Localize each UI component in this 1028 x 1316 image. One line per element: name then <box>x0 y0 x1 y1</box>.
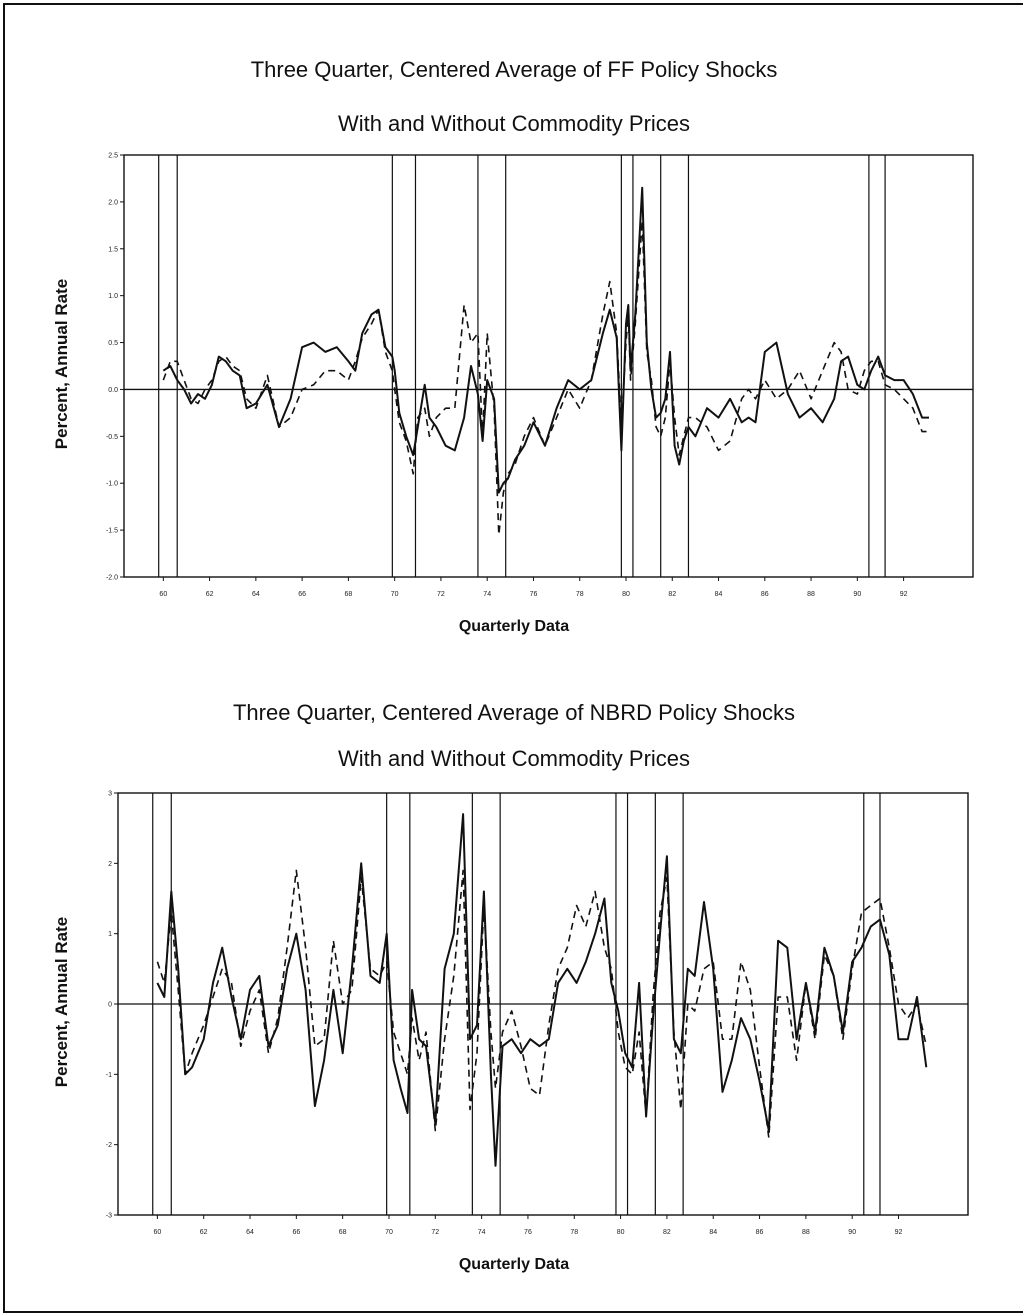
chart-2-xtick-label: 92 <box>895 1229 903 1236</box>
chart-1-plot-frame <box>123 154 974 578</box>
page-border <box>3 3 1023 1313</box>
chart-1-xtick-label: 66 <box>298 591 306 598</box>
chart-1-xtick-label: 74 <box>483 591 491 598</box>
chart-2-xtick-label: 62 <box>200 1229 208 1236</box>
chart-2-xtick-label: 82 <box>663 1229 671 1236</box>
chart-1-xtick-label: 86 <box>761 591 769 598</box>
chart-1-xtick-label: 90 <box>853 591 861 598</box>
chart-1-ytick-label: -1.0 <box>106 481 118 488</box>
chart-1-ytick-label: 2.0 <box>108 199 118 206</box>
chart-1-series-dashed-line <box>162 219 929 536</box>
chart-1-xtick-label: 80 <box>622 591 630 598</box>
chart-2-ytick-label: 3 <box>108 791 112 798</box>
chart-2-ytick-label: -1 <box>106 1072 112 1079</box>
chart-1-xtick-label: 84 <box>715 591 723 598</box>
chart-1-xtick-label: 88 <box>807 591 815 598</box>
chart-1-xlabel: Quarterly Data <box>458 618 570 635</box>
chart-2-xtick-label: 60 <box>153 1229 161 1236</box>
chart-2-title: Three Quarter, Centered Average of NBRD … <box>232 700 796 725</box>
chart-2-ytick-label: -3 <box>106 1213 112 1220</box>
chart-2-ytick-label: -2 <box>106 1142 112 1149</box>
chart-2-subtitle: With and Without Commodity Prices <box>337 746 691 771</box>
chart-2-xtick-label: 70 <box>385 1229 393 1236</box>
chart-2-xtick-label: 86 <box>756 1229 764 1236</box>
chart-2-xtick-label: 64 <box>246 1229 254 1236</box>
chart-2-xtick-label: 72 <box>431 1229 439 1236</box>
chart-1-subtitle: With and Without Commodity Prices <box>337 111 691 136</box>
chart-1-ytick-label: 1.0 <box>108 293 118 300</box>
chart-1-series-solid-line <box>162 186 929 494</box>
chart-1-ytick-label: 2.5 <box>108 153 118 160</box>
chart-1-xtick-label: 78 <box>576 591 584 598</box>
chart-1-xtick-label: 76 <box>530 591 538 598</box>
chart-1-ytick-label: 0.0 <box>108 387 118 394</box>
chart-2-series-solid-line <box>156 813 928 1167</box>
chart-2-xtick-label: 76 <box>524 1229 532 1236</box>
chart-1-xtick-label: 64 <box>252 591 260 598</box>
chart-2-series-dashed-line <box>156 869 928 1139</box>
chart-2-xtick-label: 66 <box>292 1229 300 1236</box>
chart-1-xtick-label: 62 <box>206 591 214 598</box>
chart-2-xtick-label: 88 <box>802 1229 810 1236</box>
chart-1-ytick-label: -1.5 <box>106 528 118 535</box>
chart-1-ytick-label: 1.5 <box>108 246 118 253</box>
chart-2-xtick-label: 80 <box>617 1229 625 1236</box>
chart-1-ytick-label: -2.0 <box>106 575 118 582</box>
chart-1-xtick-label: 72 <box>437 591 445 598</box>
chart-2-xtick-label: 90 <box>848 1229 856 1236</box>
chart-2-ytick-label: 1 <box>108 931 112 938</box>
chart-2-ytick-label: 2 <box>108 861 112 868</box>
chart-1-ytick-label: -0.5 <box>106 434 118 441</box>
chart-2-xtick-label: 68 <box>339 1229 347 1236</box>
chart-1-xtick-label: 68 <box>344 591 352 598</box>
chart-1-title: Three Quarter, Centered Average of FF Po… <box>250 57 778 82</box>
chart-2-xtick-label: 78 <box>570 1229 578 1236</box>
chart-2-xlabel: Quarterly Data <box>458 1256 570 1273</box>
chart-2-xtick-label: 74 <box>478 1229 486 1236</box>
chart-1-xtick-label: 60 <box>159 591 167 598</box>
chart-1-ytick-label: 0.5 <box>108 340 118 347</box>
chart-1-xtick-label: 92 <box>900 591 908 598</box>
chart-2-ytick-label: 0 <box>108 1002 112 1009</box>
chart-2-xtick-label: 84 <box>709 1229 717 1236</box>
chart-1-xtick-label: 82 <box>668 591 676 598</box>
chart-1-xtick-label: 70 <box>391 591 399 598</box>
